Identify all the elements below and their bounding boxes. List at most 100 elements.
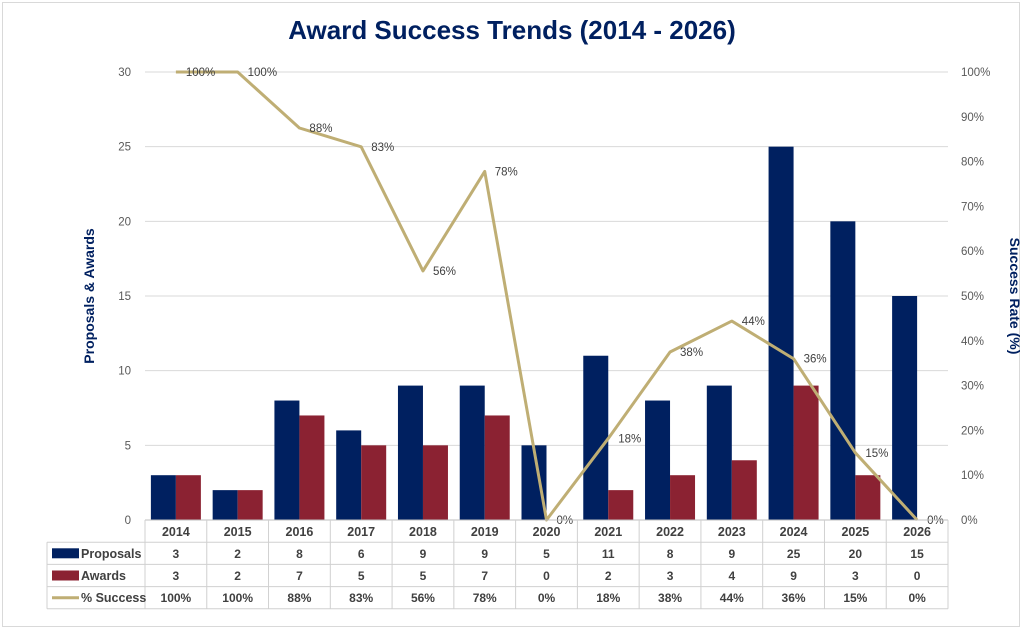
x-tick-label: 2018 bbox=[409, 525, 437, 539]
table-cell: 2 bbox=[605, 569, 612, 583]
table-cell: 88% bbox=[287, 591, 311, 605]
success-data-label: 100% bbox=[186, 67, 215, 79]
y-tick-label: 10 bbox=[118, 366, 131, 378]
y-axis-label: Proposals & Awards bbox=[81, 228, 97, 364]
table-cell: 44% bbox=[720, 591, 744, 605]
y-tick-label: 20 bbox=[118, 216, 131, 228]
proposals-bar bbox=[768, 146, 794, 520]
table-cell: 3 bbox=[173, 569, 180, 583]
table-cell: 5 bbox=[543, 547, 550, 561]
table-cell: 8 bbox=[667, 547, 674, 561]
awards-bar bbox=[793, 385, 819, 520]
table-cell: 56% bbox=[411, 591, 435, 605]
y2-tick-label: 10% bbox=[961, 470, 984, 482]
proposals-bar bbox=[459, 385, 485, 520]
x-tick-label: 2017 bbox=[347, 525, 375, 539]
left-axis: 0 5 10 15 20 25 30 bbox=[118, 67, 131, 527]
table-cell: 3 bbox=[173, 547, 180, 561]
table-cell: 5 bbox=[420, 569, 427, 583]
y-tick-label: 25 bbox=[118, 142, 131, 154]
awards-bar bbox=[237, 490, 263, 520]
chart-title: Award Success Trends (2014 - 2026) bbox=[288, 15, 736, 45]
success-data-label: 78% bbox=[495, 166, 518, 178]
y2-tick-label: 90% bbox=[961, 112, 984, 124]
y-tick-label: 5 bbox=[125, 440, 131, 452]
awards-bar bbox=[608, 490, 634, 520]
table-cell: 6 bbox=[358, 547, 365, 561]
x-tick-label: 2024 bbox=[780, 525, 808, 539]
awards-bar bbox=[299, 415, 325, 520]
legend-swatch-awards bbox=[52, 570, 79, 581]
y2-tick-label: 20% bbox=[961, 425, 984, 437]
awards-bar bbox=[175, 475, 201, 520]
y2-tick-label: 30% bbox=[961, 381, 984, 393]
table-cell: 36% bbox=[782, 591, 806, 605]
x-tick-label: 2021 bbox=[594, 525, 622, 539]
success-data-label: 0% bbox=[557, 515, 574, 527]
data-labels: 100% 100% 88% 83% 56% 78% 0% 18% 38% 44% 36% 15% 0% bbox=[186, 67, 944, 527]
table-cell: 0% bbox=[908, 591, 926, 605]
table-cell: 83% bbox=[349, 591, 373, 605]
table-cell: 7 bbox=[481, 569, 488, 583]
table-cell: 9 bbox=[790, 569, 797, 583]
y2-tick-label: 50% bbox=[961, 291, 984, 303]
x-tick-label: 2015 bbox=[224, 525, 252, 539]
data-table: 2014 2015 2016 2017 2018 2019 2020 2021 2022 2023… bbox=[46, 519, 949, 610]
awards-bar bbox=[670, 475, 696, 520]
table-cell: 78% bbox=[473, 591, 497, 605]
success-data-label: 15% bbox=[865, 448, 888, 460]
x-tick-label: 2026 bbox=[903, 525, 931, 539]
proposals-bar bbox=[274, 400, 300, 520]
y2-tick-label: 100% bbox=[961, 67, 990, 79]
y-tick-label: 30 bbox=[118, 67, 131, 79]
legend-swatch-proposals bbox=[52, 548, 79, 559]
table-cell: 3 bbox=[852, 569, 859, 583]
awards-bar bbox=[855, 475, 881, 520]
bars bbox=[150, 146, 918, 521]
proposals-bar bbox=[892, 296, 918, 520]
y-tick-label: 0 bbox=[125, 515, 131, 527]
right-axis: 0% 10% 20% 30% 40% 50% 60% 70% 80% 90% 100% bbox=[961, 67, 990, 527]
table-cell: 7 bbox=[296, 569, 303, 583]
awards-bar bbox=[484, 415, 510, 520]
y2-tick-label: 80% bbox=[961, 157, 984, 169]
success-data-label: 100% bbox=[248, 67, 277, 79]
y2-axis-label: Success Rate (%) bbox=[1007, 238, 1023, 355]
y2-tick-label: 0% bbox=[961, 515, 978, 527]
table-cell: 5 bbox=[358, 569, 365, 583]
x-tick-label: 2023 bbox=[718, 525, 746, 539]
success-data-label: 36% bbox=[804, 354, 827, 366]
success-data-label: 0% bbox=[927, 515, 944, 527]
x-tick-label: 2020 bbox=[533, 525, 561, 539]
proposals-bar bbox=[706, 385, 732, 520]
y2-tick-label: 60% bbox=[961, 246, 984, 258]
table-cell: 2 bbox=[234, 547, 241, 561]
table-cell: 100% bbox=[222, 591, 253, 605]
legend-label: Awards bbox=[81, 569, 126, 583]
table-cell: 9 bbox=[481, 547, 488, 561]
table-cell: 25 bbox=[787, 547, 801, 561]
success-data-label: 18% bbox=[618, 433, 641, 445]
success-data-label: 44% bbox=[742, 316, 765, 328]
y2-tick-label: 40% bbox=[961, 336, 984, 348]
awards-bar bbox=[731, 460, 757, 520]
proposals-bar bbox=[212, 490, 238, 520]
success-data-label: 83% bbox=[371, 142, 394, 154]
table-cell: 0% bbox=[538, 591, 556, 605]
success-data-label: 88% bbox=[309, 123, 332, 135]
proposals-bar bbox=[150, 475, 176, 520]
table-cell: 9 bbox=[420, 547, 427, 561]
success-data-label: 56% bbox=[433, 266, 456, 278]
proposals-bar bbox=[830, 221, 856, 521]
legend-label: Proposals bbox=[81, 547, 141, 561]
y-tick-label: 15 bbox=[118, 291, 131, 303]
x-tick-label: 2025 bbox=[841, 525, 869, 539]
table-cell: 0 bbox=[543, 569, 550, 583]
x-tick-label: 2022 bbox=[656, 525, 684, 539]
legend-label: % Success bbox=[81, 591, 146, 605]
table-cell: 18% bbox=[596, 591, 620, 605]
awards-bar bbox=[361, 445, 387, 520]
table-cell: 15% bbox=[843, 591, 867, 605]
